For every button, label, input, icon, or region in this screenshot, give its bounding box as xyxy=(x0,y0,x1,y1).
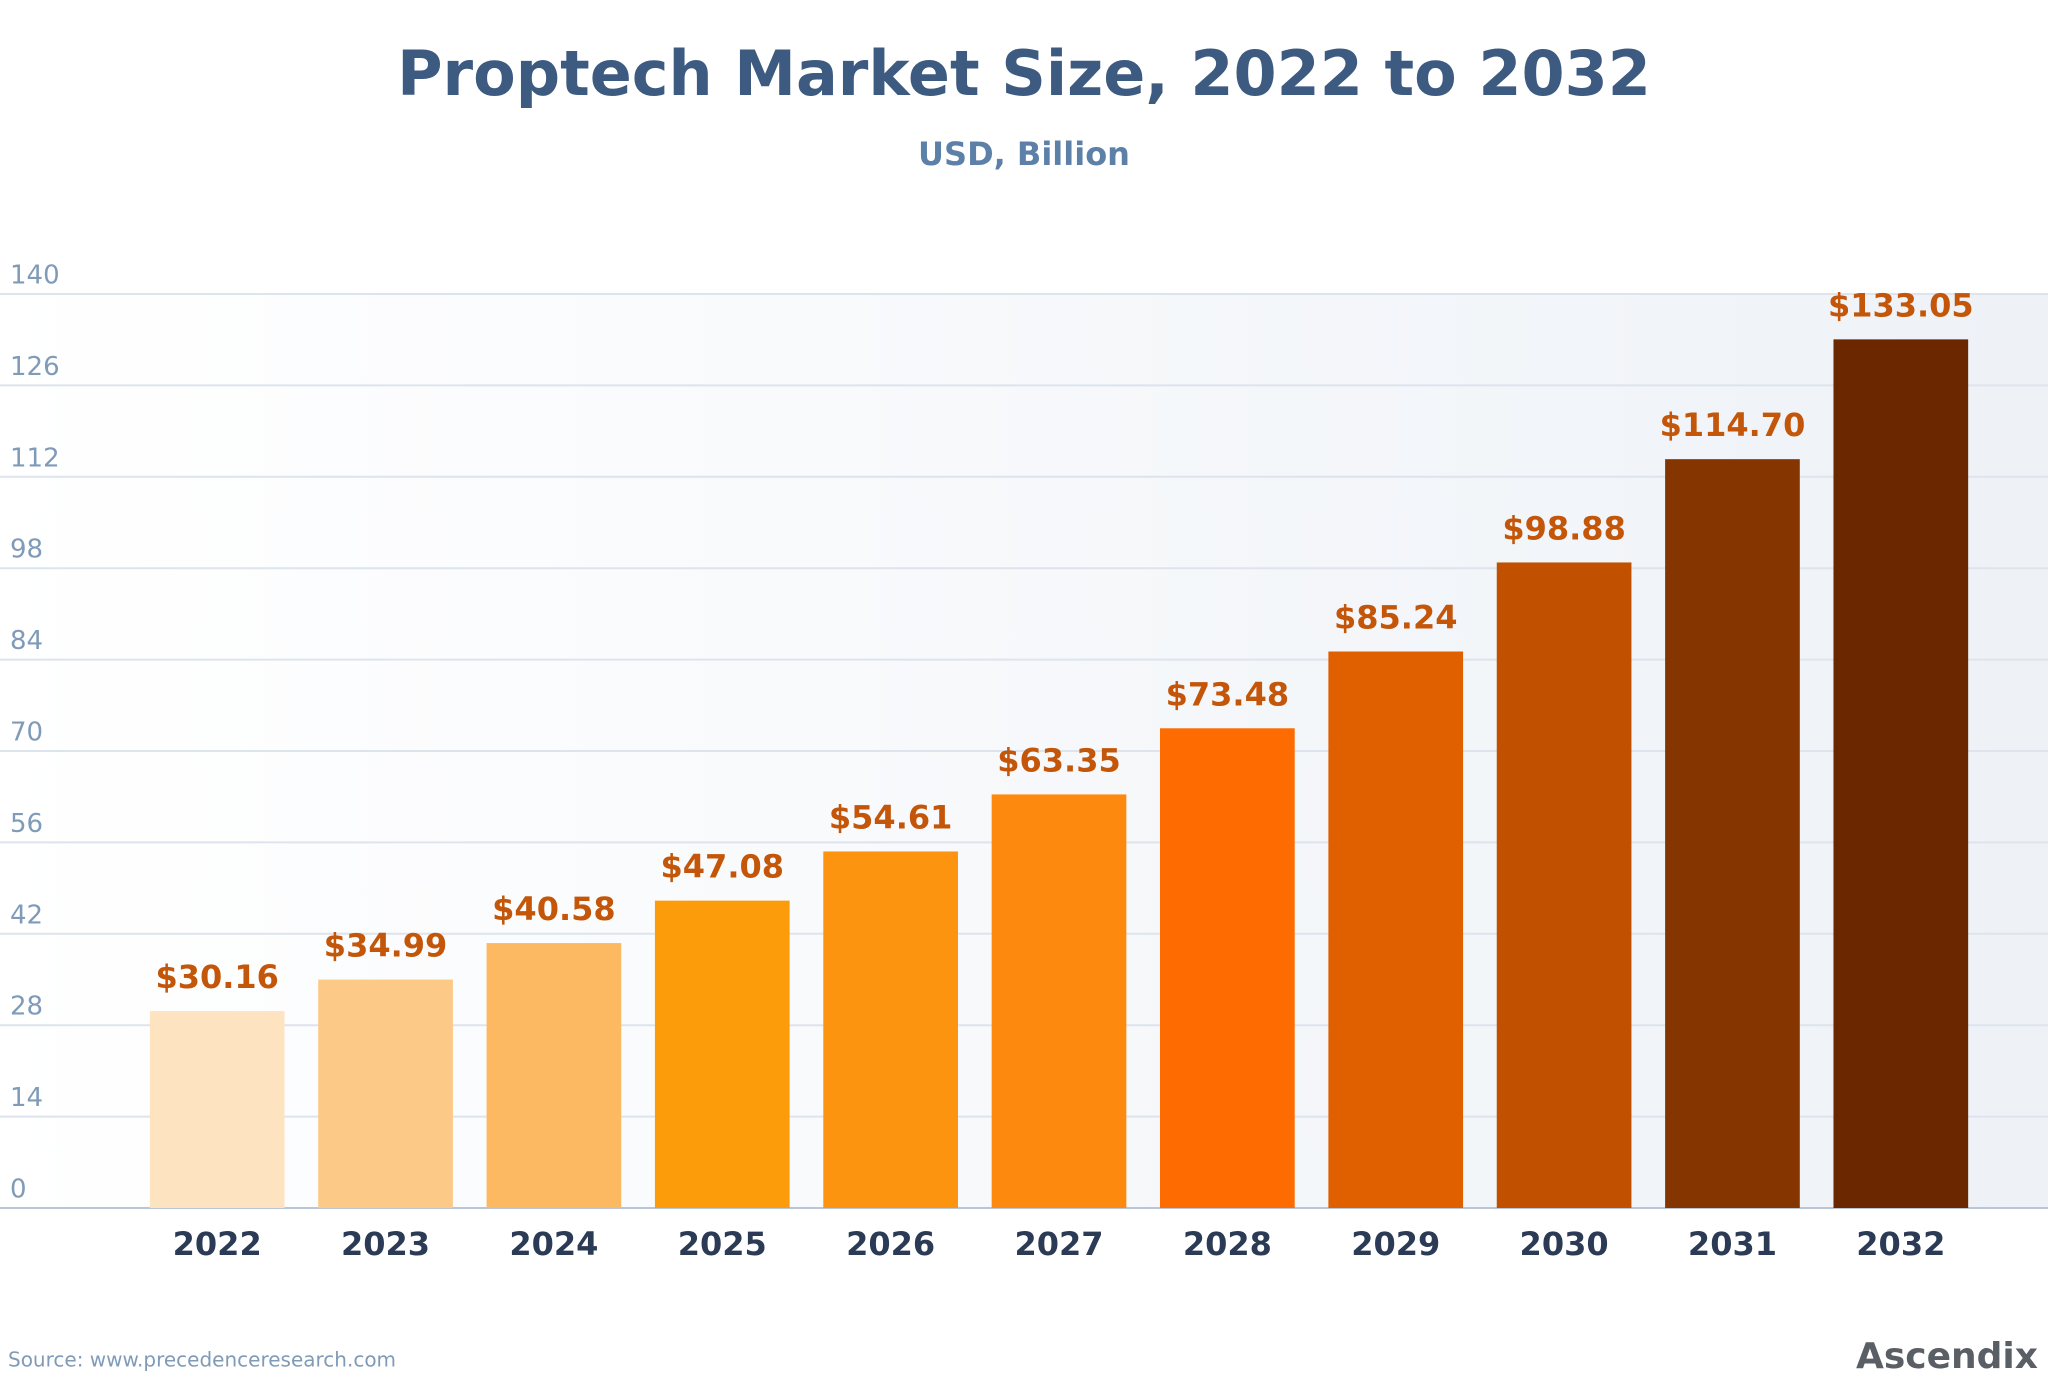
x-tick-label: 2026 xyxy=(846,1225,935,1263)
chart-title: Proptech Market Size, 2022 to 2032 xyxy=(397,37,1651,110)
x-tick-label: 2027 xyxy=(1014,1225,1103,1263)
x-tick-label: 2029 xyxy=(1351,1225,1440,1263)
bar xyxy=(1665,459,1800,1208)
y-tick-label: 84 xyxy=(10,626,43,656)
y-tick-label: 42 xyxy=(10,900,43,930)
y-tick-label: 56 xyxy=(10,809,43,839)
bar xyxy=(1328,651,1464,1208)
bar xyxy=(654,900,790,1208)
y-tick-label: 0 xyxy=(10,1175,27,1205)
y-tick-label: 112 xyxy=(10,443,60,473)
x-tick-label: 2024 xyxy=(509,1225,598,1263)
logo: Ascendix xyxy=(1856,1336,2038,1377)
value-label: $63.35 xyxy=(997,741,1120,779)
bar xyxy=(318,979,453,1208)
value-label: $114.70 xyxy=(1660,406,1806,444)
x-tick-label: 2032 xyxy=(1856,1225,1945,1263)
value-label: $34.99 xyxy=(324,927,447,965)
value-label: $40.58 xyxy=(492,890,615,928)
y-tick-label: 126 xyxy=(10,352,60,382)
chart-subtitle: USD, Billion xyxy=(918,135,1130,173)
bar xyxy=(486,943,622,1208)
value-label: $85.24 xyxy=(1334,599,1457,637)
x-tick-label: 2028 xyxy=(1183,1225,1272,1263)
x-tick-label: 2023 xyxy=(341,1225,430,1263)
source: Source: www.precedenceresearch.com xyxy=(8,1348,396,1372)
value-label: $30.16 xyxy=(155,958,278,996)
x-tick-label: 2031 xyxy=(1688,1225,1777,1263)
x-tick-label: 2022 xyxy=(173,1225,262,1263)
value-label: $133.05 xyxy=(1828,286,1974,324)
bar xyxy=(1160,728,1295,1208)
value-label: $73.48 xyxy=(1166,675,1289,713)
x-tick-label: 2025 xyxy=(678,1225,767,1263)
bar xyxy=(1496,562,1632,1208)
value-label: $47.08 xyxy=(661,848,784,886)
y-tick-label: 98 xyxy=(10,535,43,565)
y-tick-label: 14 xyxy=(10,1083,43,1113)
y-tick-label: 28 xyxy=(10,992,43,1022)
y-tick-label: 140 xyxy=(10,261,60,291)
bar xyxy=(149,1011,285,1208)
x-tick-label: 2030 xyxy=(1520,1225,1609,1263)
bar xyxy=(1833,339,1969,1209)
y-tick-label: 70 xyxy=(10,718,43,748)
bar xyxy=(823,851,958,1208)
value-label: $98.88 xyxy=(1502,509,1625,547)
value-label: $54.61 xyxy=(829,798,952,836)
bar xyxy=(991,794,1127,1208)
